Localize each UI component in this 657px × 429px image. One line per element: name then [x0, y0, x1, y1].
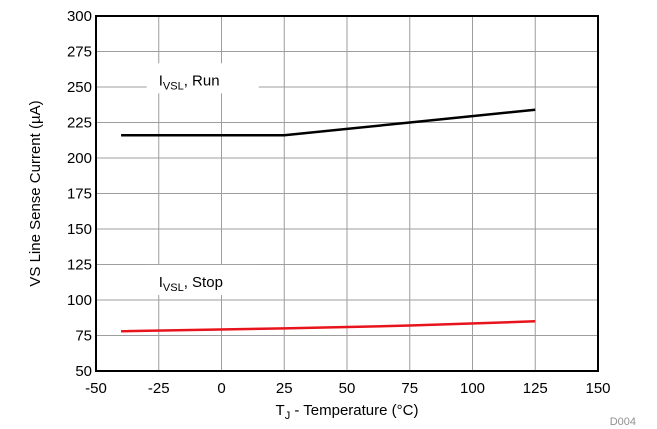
annotation-label-1: IVSL, Stop [159, 274, 223, 294]
annotation-1: IVSL, Stop [146, 264, 259, 295]
y-tick-label-1: 75 [75, 328, 92, 345]
x-tick-label-3: 25 [276, 380, 293, 397]
annotation-group: IVSL, Run IVSL, Stop [146, 63, 259, 295]
y-tick-label-2: 100 [67, 292, 92, 309]
annotation-0: IVSL, Run [146, 63, 259, 94]
annotation-bg-1 [146, 264, 259, 295]
y-tick-label-10: 300 [67, 8, 92, 25]
y-tick-label-7: 225 [67, 115, 92, 132]
x-tick-label-4: 50 [339, 380, 356, 397]
y-axis-label: VS Line Sense Current (µA) [27, 100, 44, 286]
x-tick-label-2: 0 [217, 380, 225, 397]
x-tick-label-7: 125 [523, 380, 548, 397]
grid [95, 15, 599, 372]
annotation-label-0: IVSL, Run [159, 72, 220, 92]
annotation-bg-0 [146, 63, 259, 94]
y-tick-label-9: 275 [67, 44, 92, 61]
x-tick-labels: -50 -25 0 25 50 75 100 125 150 [85, 380, 610, 397]
series-line-1 [121, 320, 536, 333]
x-tick-label-1: -25 [148, 380, 170, 397]
y-tick-label-4: 150 [67, 221, 92, 238]
y-tick-label-5: 175 [67, 186, 92, 203]
figure-id: D004 [610, 416, 636, 428]
plot-frame [95, 15, 599, 372]
y-tick-label-3: 125 [67, 257, 92, 274]
series-group [121, 108, 536, 333]
x-tick-label-5: 75 [401, 380, 418, 397]
series-line-0 [121, 108, 536, 137]
x-tick-label-0: -50 [85, 380, 107, 397]
y-tick-label-6: 200 [67, 150, 92, 167]
y-tick-label-8: 250 [67, 79, 92, 96]
x-axis-label: TJ - Temperature (°C) [276, 402, 419, 422]
y-tick-label-0: 50 [75, 363, 92, 380]
x-tick-label-6: 100 [460, 380, 485, 397]
y-tick-labels: 50 75 100 125 150 175 200 225 250 275 300 [67, 8, 92, 380]
x-tick-label-8: 150 [585, 380, 610, 397]
